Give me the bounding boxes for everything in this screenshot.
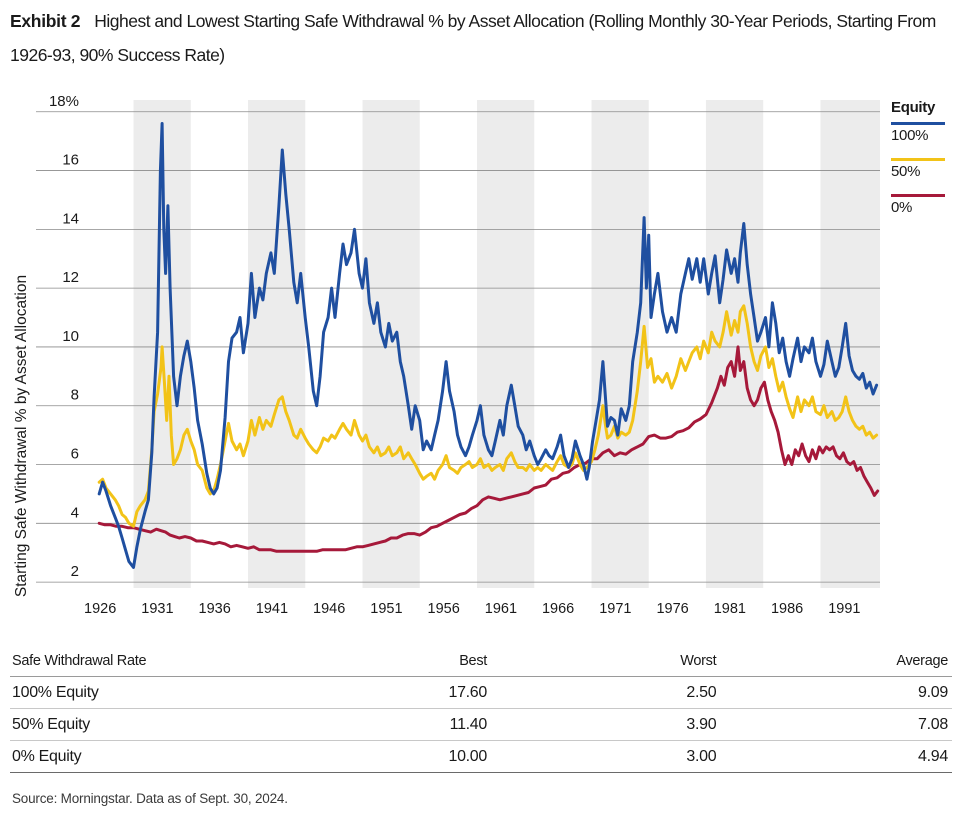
table-header-rate: Safe Withdrawal Rate <box>10 646 340 677</box>
legend-item-100: 100% <box>891 122 945 156</box>
shaded-band <box>705 100 764 588</box>
legend-label-100: 100% <box>891 127 929 144</box>
legend-title: Equity <box>891 99 936 116</box>
y-tick-label: 2 <box>71 563 79 580</box>
x-tick-label: 1956 <box>428 601 460 617</box>
table-cell-worst: 2.50 <box>491 676 721 709</box>
y-tick-label: 18% <box>49 93 79 110</box>
series-line-0 <box>97 345 880 553</box>
x-tick-label: 1976 <box>656 601 688 617</box>
chart-title-text: Highest and Lowest Starting Safe Withdra… <box>10 11 936 65</box>
table-cell-average: 4.94 <box>720 740 952 773</box>
legend-label-50: 50% <box>891 163 921 180</box>
shaded-band <box>362 100 420 588</box>
table-header-row: Safe Withdrawal Rate Best Worst Average <box>10 646 952 677</box>
x-tick-label: 1941 <box>256 601 288 617</box>
y-tick-label: 14 <box>62 210 79 227</box>
table-header-best: Best <box>339 646 492 677</box>
table-cell-label: 0% Equity <box>10 740 340 773</box>
summary-table: Safe Withdrawal Rate Best Worst Average … <box>10 646 952 773</box>
y-axis-ticks: 2 4 6 8 10 12 14 16 18% <box>49 93 79 580</box>
shaded-band <box>591 100 649 588</box>
x-tick-label: 1981 <box>714 601 746 617</box>
x-axis-ticks: 1926 1931 1936 1941 1946 1951 1956 1961 1966 1971… <box>84 601 860 617</box>
x-tick-label: 1936 <box>199 601 231 617</box>
table-cell-label: 50% Equity <box>10 708 340 741</box>
x-tick-label: 1971 <box>599 601 631 617</box>
table-cell-worst: 3.00 <box>491 740 721 773</box>
table-cell-average: 7.08 <box>720 708 952 741</box>
table-header-worst: Worst <box>491 646 721 677</box>
legend-label-0: 0% <box>891 199 913 216</box>
x-tick-label: 1951 <box>370 601 402 617</box>
y-tick-label: 10 <box>62 328 79 345</box>
legend-swatch-0 <box>891 194 945 197</box>
y-tick-label: 4 <box>71 504 79 521</box>
series-line-100 <box>97 122 879 569</box>
y-tick-label: 8 <box>71 387 79 404</box>
legend-swatch-100 <box>891 122 945 125</box>
x-tick-label: 1966 <box>542 601 574 617</box>
series-lines <box>97 122 880 569</box>
legend-item-0: 0% <box>891 194 945 228</box>
legend-swatch-50 <box>891 158 945 161</box>
table-row: 100% Equity 17.60 2.50 9.09 <box>10 676 952 709</box>
line-chart: 2 4 6 8 10 12 14 16 18% 1926 1931 1936 1941 1946 1951… <box>13 93 880 617</box>
table-cell-best: 11.40 <box>339 708 492 741</box>
table-header-average: Average <box>720 646 952 677</box>
exhibit-label: Exhibit 2 <box>10 11 81 31</box>
y-tick-label: 12 <box>62 269 79 286</box>
x-tick-label: 1961 <box>485 601 517 617</box>
y-axis-label: Starting Safe Withdrawal % by Asset Allo… <box>13 275 30 597</box>
x-tick-label: 1946 <box>313 601 345 617</box>
legend-item-50: 50% <box>891 158 945 192</box>
shaded-band <box>476 100 535 588</box>
shaded-bands <box>133 100 880 588</box>
table-row: 0% Equity 10.00 3.00 4.94 <box>10 740 952 773</box>
series-line-50 <box>97 304 879 528</box>
y-tick-label: 16 <box>62 152 79 169</box>
source-note: Source: Morningstar. Data as of Sept. 30… <box>12 791 288 806</box>
grid-lines <box>36 111 880 583</box>
x-tick-label: 1931 <box>141 601 173 617</box>
shaded-band <box>248 100 306 588</box>
table-cell-best: 17.60 <box>339 676 492 709</box>
table-cell-worst: 3.90 <box>491 708 721 741</box>
table-cell-label: 100% Equity <box>10 676 340 709</box>
shaded-band <box>820 100 880 588</box>
table-cell-average: 9.09 <box>720 676 952 709</box>
x-tick-label: 1926 <box>84 601 116 617</box>
x-tick-label: 1991 <box>828 601 860 617</box>
chart-title: Exhibit 2 Highest and Lowest Starting Saf… <box>10 4 955 72</box>
table-row: 50% Equity 11.40 3.90 7.08 <box>10 708 952 741</box>
x-tick-label: 1986 <box>771 601 803 617</box>
table-cell-best: 10.00 <box>339 740 492 773</box>
legend: Equity 100% 50% 0% <box>891 98 945 228</box>
y-tick-label: 6 <box>71 446 79 463</box>
